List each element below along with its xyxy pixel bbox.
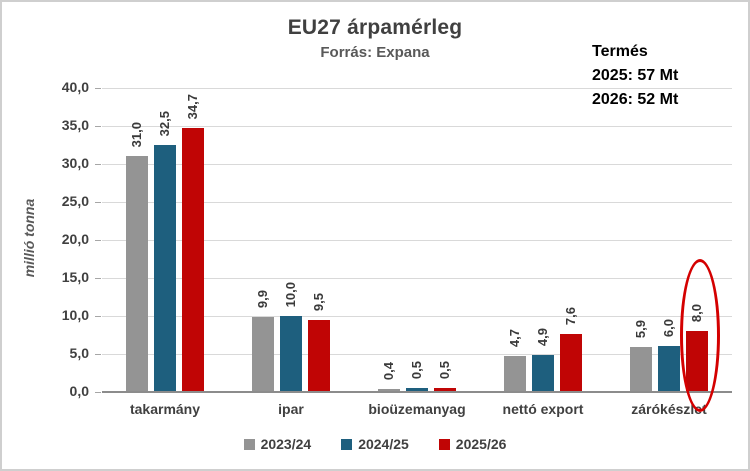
bar-value-label: 6,0 [661,319,676,338]
y-axis-tick-label: 20,0 [61,231,89,247]
highlight-ellipse [680,259,720,412]
legend-item-2023/24: 2023/24 [243,436,312,452]
category-label-ipar: ipar [278,401,304,417]
annotation-heading: Termés [592,43,648,60]
gridline [102,202,732,203]
bar-2023/24-nettó export [504,356,526,392]
bar-value-label: 9,9 [255,289,270,308]
y-axis-tick-label: 30,0 [61,155,89,171]
category-label-nettó export: nettó export [502,401,584,417]
gridline [102,126,732,127]
legend-swatch [438,438,450,450]
bar-value-label: 4,9 [535,327,550,346]
legend-label: 2023/24 [260,436,312,452]
bar-value-label: 34,7 [185,93,200,120]
legend-label: 2025/26 [455,436,507,452]
bar-value-label: 4,7 [507,329,522,348]
gridline [102,88,732,89]
bar-value-label: 0,4 [381,361,396,380]
gridline [102,164,732,165]
bar-2024/25-bioüzemanyag [406,388,428,392]
bar-2024/25-takarmány [154,145,176,392]
bar-2024/25-zárókészlet [658,346,680,392]
production-annotation: Termés 2025: 57 Mt 2026: 52 Mt [592,40,678,112]
x-axis-line [102,391,732,393]
bar-2023/24-takarmány [126,156,148,392]
y-axis-tick [95,354,101,355]
legend-swatch [341,438,353,450]
bar-2025/26-nettó export [560,334,582,392]
y-axis-tick [95,88,101,89]
bar-2023/24-ipar [252,316,274,392]
bar-2025/26-bioüzemanyag [434,388,456,392]
annotation-line-2025: 2025: 57 Mt [592,67,679,84]
y-axis-tick [95,278,101,279]
category-label-zárókészlet: zárókészlet [631,401,707,417]
y-axis-tick [95,164,101,165]
chart-legend: 2023/24 2024/25 2025/26 [2,436,748,452]
chart-title: EU27 árpamérleg [287,16,463,39]
gridline [102,278,732,279]
y-axis-tick [95,316,101,317]
y-axis-tick-label: 40,0 [61,79,89,95]
bar-value-label: 31,0 [129,122,144,148]
y-axis-tick-label: 0,0 [69,383,89,399]
y-axis-tick-label: 25,0 [61,193,89,209]
y-axis-tick [95,126,101,127]
legend-label: 2024/25 [358,436,409,452]
bar-2024/25-ipar [280,316,302,392]
bar-value-label: 10,0 [283,281,298,307]
legend-swatch [243,438,255,450]
bar-value-label: 0,5 [409,361,424,380]
gridline [102,316,732,317]
y-axis-tick-label: 35,0 [61,117,89,133]
legend-item-2025/26: 2025/26 [438,436,507,452]
y-axis-tick-label: 5,0 [69,345,89,361]
bar-2024/25-nettó export [532,354,554,392]
legend-item-2024/25: 2024/25 [341,436,409,452]
bar-value-label: 0,5 [437,361,452,380]
bar-2025/26-takarmány [182,128,204,392]
bar-2023/24-zárókészlet [630,347,652,392]
bar-value-label: 32,5 [157,110,172,136]
chart-subtitle: Forrás: Expana [320,44,430,61]
y-axis-tick-label: 15,0 [61,269,89,285]
y-axis-tick [95,240,101,241]
gridline [102,354,732,355]
bar-value-label: 7,6 [563,307,578,326]
bar-value-label: 5,9 [633,320,648,339]
category-label-takarmány: takarmány [129,401,201,417]
bar-2025/26-ipar [308,319,330,392]
category-label-bioüzemanyag: bioüzemanyag [368,401,466,417]
bar-value-label: 9,5 [311,292,326,311]
annotation-line-2026: 2026: 52 Mt [592,91,679,108]
y-axis-tick [95,202,101,203]
gridline [102,240,732,241]
bar-2023/24-bioüzemanyag [378,388,400,392]
y-axis-tick-label: 10,0 [61,307,89,323]
y-axis-tick [95,392,101,393]
